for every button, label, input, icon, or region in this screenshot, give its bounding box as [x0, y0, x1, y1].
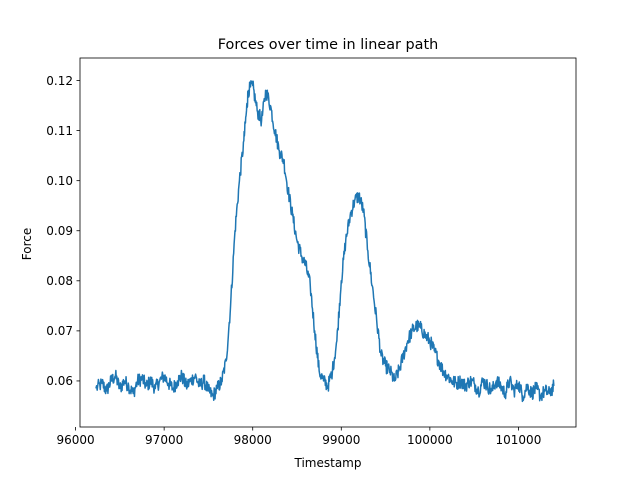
x-tick-label: 99000: [322, 433, 360, 447]
x-tick-label: 100000: [407, 433, 453, 447]
x-axis-ticks: 96000 97000 98000 99000 100000 101000: [56, 427, 541, 447]
x-tick-label: 101000: [496, 433, 542, 447]
x-tick-label: 96000: [56, 433, 94, 447]
y-tick-label: 0.11: [46, 124, 73, 138]
y-tick-label: 0.07: [46, 324, 73, 338]
y-axis-label: Force: [20, 228, 34, 260]
y-tick-label: 0.12: [46, 74, 73, 88]
y-tick-label: 0.09: [46, 224, 73, 238]
chart-title: Forces over time in linear path: [218, 37, 438, 53]
x-tick-label: 98000: [234, 433, 272, 447]
y-tick-label: 0.10: [46, 174, 73, 188]
plot-area: [95, 80, 555, 403]
y-tick-label: 0.06: [46, 374, 73, 388]
x-axis-label: Timestamp: [294, 456, 362, 470]
x-tick-label: 97000: [145, 433, 183, 447]
plot-frame: [79, 57, 577, 428]
y-tick-label: 0.08: [46, 274, 73, 288]
y-axis-ticks: 0.06 0.07 0.08 0.09 0.10 0.11 0.12: [46, 74, 80, 388]
series-line-0: [95, 80, 555, 403]
